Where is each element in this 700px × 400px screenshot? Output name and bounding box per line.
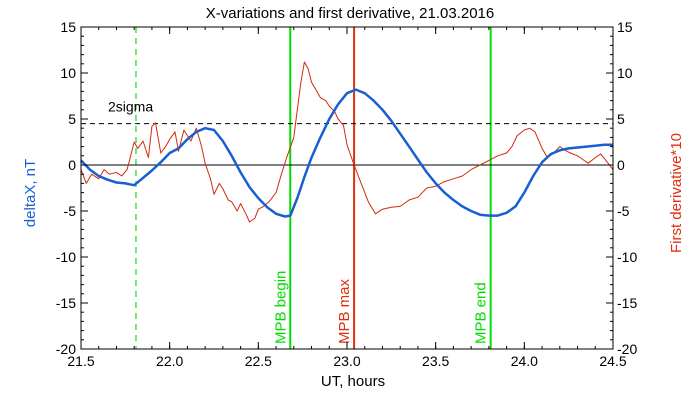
y-tick-label-right: 15 — [617, 19, 633, 35]
x-tick-label: 22.5 — [245, 353, 272, 369]
y-tick-label-left: -15 — [56, 295, 76, 311]
y-tick-label-right: -15 — [617, 295, 637, 311]
x-axis-label: UT, hours — [321, 373, 385, 390]
vertical-marker-label: MPB begin — [272, 271, 289, 344]
y-tick-label-left: 0 — [68, 157, 76, 173]
y-tick-label-right: 10 — [617, 65, 633, 81]
vertical-marker-label: MPB max — [336, 278, 353, 344]
y-tick-label-right: -10 — [617, 249, 637, 265]
threshold-label: 2sigma — [108, 99, 153, 115]
x-tick-label: 24.0 — [511, 353, 538, 369]
vertical-marker-label: MPB end — [473, 282, 490, 344]
y-tick-label-left: 5 — [68, 111, 76, 127]
series-layer — [80, 61, 614, 223]
vertical-markers: MPB begin MPB max MPB end — [135, 27, 492, 349]
series-derivative-line — [80, 61, 614, 223]
y-axis-right-label: First derivative*10 — [668, 133, 685, 253]
x-tick-label: 21.5 — [67, 353, 94, 369]
series-deltax-line — [80, 88, 613, 218]
y-tick-label-left: -10 — [56, 249, 76, 265]
y-tick-label-left: -5 — [64, 203, 77, 219]
chart-title: X-variations and first derivative, 21.03… — [206, 5, 495, 22]
y-tick-label-left: 15 — [60, 19, 76, 35]
y-tick-label-right: 0 — [617, 157, 625, 173]
x-tick-label: 23.5 — [422, 353, 449, 369]
y-tick-label-left: 10 — [60, 65, 76, 81]
axes-layer: 21.5 22.0 22.5 23.0 23.5 24.0 24.5-20 -20-15 -15… — [56, 19, 638, 369]
y-tick-label-right: -20 — [617, 341, 637, 357]
x-tick-label: 22.0 — [156, 353, 183, 369]
y-axis-left-label: deltaX, nT — [22, 159, 39, 227]
x-tick-label: 23.0 — [333, 353, 360, 369]
y-tick-label-left: -20 — [56, 341, 76, 357]
y-tick-label-right: 5 — [617, 111, 625, 127]
threshold-layer: 2sigma — [81, 99, 613, 125]
x-tick-label: 24.5 — [599, 353, 626, 369]
y-tick-label-right: -5 — [617, 203, 630, 219]
